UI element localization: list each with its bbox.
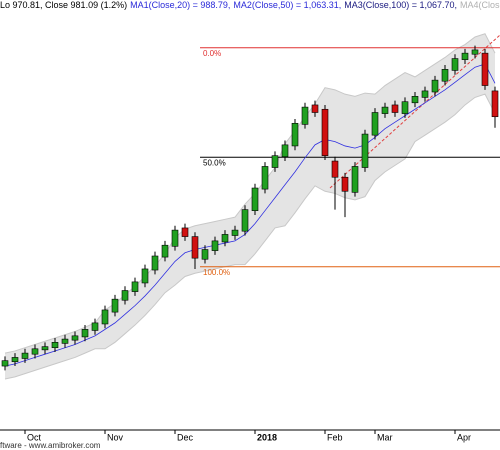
x-tick-label: Nov: [107, 432, 124, 442]
candle-body: [141, 268, 149, 284]
candle-body: [391, 104, 399, 113]
trend-line: [329, 34, 500, 189]
candle-body: [481, 52, 489, 86]
candle-body: [311, 104, 319, 113]
candle-body: [171, 229, 179, 247]
fib-label: 50.0%: [203, 158, 226, 167]
candle-body: [251, 187, 259, 211]
footer: ftware - www.amibroker.com: [0, 441, 101, 450]
candle-body: [21, 352, 29, 359]
band-lower: [4, 93, 496, 380]
candle-body: [41, 346, 49, 351]
candle-body: [161, 244, 169, 258]
candle-body: [101, 309, 109, 325]
candle-body: [431, 79, 439, 93]
x-tick-label: Oct: [27, 432, 42, 442]
candle-body: [401, 101, 409, 114]
x-tick-label: Feb: [327, 432, 343, 442]
x-tick-label: Mar: [377, 432, 393, 442]
candle-body: [261, 166, 269, 190]
candle-body: [361, 133, 369, 168]
candle-body: [201, 249, 209, 260]
candle-body: [151, 255, 159, 271]
candle-body: [381, 106, 389, 114]
candle-body: [111, 298, 119, 313]
band-upper: [4, 33, 496, 354]
candle-body: [441, 69, 449, 82]
candle-body: [351, 166, 359, 193]
candle-body: [271, 155, 279, 168]
candle-body: [31, 348, 39, 355]
candle-body: [451, 58, 459, 71]
candle-body: [181, 227, 189, 237]
candle-body: [11, 357, 19, 363]
ma-line: [4, 63, 496, 367]
candle-body: [321, 108, 329, 156]
fib-label: 0.0%: [203, 49, 221, 58]
candle-body: [371, 112, 379, 136]
candle-body: [471, 49, 479, 55]
candle-body: [331, 160, 339, 178]
candle-body: [81, 329, 89, 338]
candle-body: [191, 236, 199, 259]
header-segment: MA2(Close,50) = 1,063.31,: [233, 0, 341, 10]
header-segment: MA1(Close,20) = 988.79,: [130, 0, 230, 10]
candle-body: [281, 144, 289, 158]
candle-body: [461, 52, 469, 60]
fib-label: 100.0%: [203, 268, 230, 277]
candle-body: [341, 176, 349, 192]
candle-body: [491, 90, 499, 118]
x-tick-label: Dec: [177, 432, 194, 442]
candle-body: [291, 122, 299, 147]
candle-body: [71, 335, 79, 341]
x-tick-label: 2018: [257, 432, 277, 442]
candle-body: [411, 96, 419, 104]
candle-body: [1, 360, 9, 367]
candle-body: [211, 240, 219, 251]
candle-body: [221, 234, 229, 243]
candle-body: [301, 106, 309, 125]
candle-body: [51, 342, 59, 349]
candle-body: [121, 290, 129, 301]
candle-body: [91, 322, 99, 331]
candle-body: [61, 338, 69, 344]
header-segment: Lo 970.81, Close 981.09 (1.2%): [0, 0, 127, 10]
header-segment: MA4(Close,200): [460, 0, 500, 10]
candle-body: [421, 90, 429, 98]
x-tick-label: Apr: [457, 432, 471, 442]
candle-body: [241, 209, 249, 232]
candle-body: [231, 229, 239, 236]
header-segment: MA3(Close,100) = 1,067.70,: [344, 0, 457, 10]
candle-body: [131, 281, 139, 292]
header: Lo 970.81, Close 981.09 (1.2%) MA1(Close,…: [0, 0, 500, 10]
